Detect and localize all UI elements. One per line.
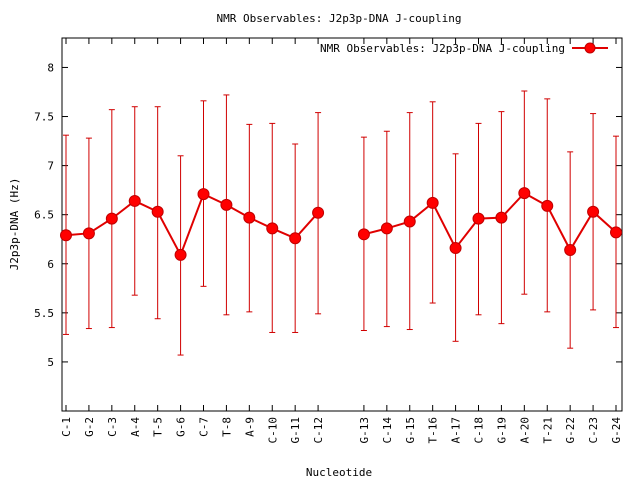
y-tick-label: 8 bbox=[47, 61, 54, 74]
chart-title: NMR Observables: J2p3p-DNA J-coupling bbox=[216, 12, 461, 25]
x-tick-label: C-1 bbox=[60, 417, 73, 437]
x-tick-label: C-10 bbox=[266, 417, 279, 444]
legend: NMR Observables: J2p3p-DNA J-coupling bbox=[320, 42, 608, 55]
data-point bbox=[357, 228, 370, 241]
x-tick-label: C-18 bbox=[473, 417, 486, 444]
x-axis: C-1 G-2 C-3 A-4 T-5 G-6 C-7 T-8 A-9 C-10 G-11 C-12 G… bbox=[60, 38, 623, 444]
legend-label: NMR Observables: J2p3p-DNA J-coupling bbox=[320, 42, 565, 55]
data-point bbox=[472, 212, 485, 225]
data-point bbox=[289, 232, 302, 245]
x-tick-label: C-3 bbox=[106, 417, 119, 437]
x-tick-label: A-9 bbox=[243, 417, 256, 437]
error-bars bbox=[63, 90, 619, 356]
data-point bbox=[312, 206, 325, 219]
y-axis-label: J2p3p-DNA (Hz) bbox=[8, 178, 21, 271]
y-axis: 5 5.5 6 6.5 7 7.5 8 bbox=[34, 61, 622, 369]
x-tick-label: G-11 bbox=[289, 417, 302, 444]
data-point bbox=[380, 222, 393, 235]
x-tick-label: G-19 bbox=[495, 417, 508, 444]
y-tick-label: 5.5 bbox=[34, 307, 54, 320]
data-point bbox=[266, 222, 279, 235]
data-point bbox=[128, 194, 141, 207]
data-point bbox=[105, 212, 118, 225]
series-line-segment bbox=[363, 191, 617, 253]
x-tick-label: C-7 bbox=[198, 417, 211, 437]
data-point bbox=[197, 188, 210, 201]
y-tick-label: 6 bbox=[47, 258, 54, 271]
data-point bbox=[220, 198, 233, 211]
x-tick-label: G-13 bbox=[358, 417, 371, 444]
data-point bbox=[495, 211, 508, 224]
y-tick-label: 7.5 bbox=[34, 111, 54, 124]
x-tick-label: T-21 bbox=[541, 417, 554, 444]
x-axis-label: Nucleotide bbox=[306, 466, 372, 479]
data-point bbox=[449, 242, 462, 255]
x-tick-label: C-12 bbox=[312, 417, 325, 444]
data-point bbox=[587, 205, 600, 218]
x-tick-label: G-24 bbox=[610, 417, 623, 444]
data-point bbox=[403, 215, 416, 228]
data-point bbox=[60, 229, 72, 242]
y-tick-label: 6.5 bbox=[34, 209, 54, 222]
x-tick-label: T-16 bbox=[427, 417, 440, 444]
x-tick-label: T-8 bbox=[220, 417, 233, 437]
data-point bbox=[426, 196, 439, 209]
series-line-segment bbox=[65, 192, 319, 258]
x-tick-label: G-22 bbox=[564, 417, 577, 444]
data-point bbox=[564, 244, 577, 257]
data-point bbox=[541, 199, 554, 212]
x-tick-label: A-20 bbox=[518, 417, 531, 444]
x-tick-label: T-5 bbox=[152, 417, 165, 437]
x-tick-label: A-17 bbox=[450, 417, 463, 444]
data-point bbox=[151, 205, 164, 218]
x-tick-label: A-4 bbox=[129, 417, 142, 437]
plot-frame bbox=[61, 37, 623, 412]
data-point bbox=[82, 227, 95, 240]
x-tick-label: G-6 bbox=[175, 417, 188, 437]
data-point bbox=[174, 248, 187, 261]
data-point bbox=[243, 211, 256, 224]
x-tick-label: C-14 bbox=[381, 417, 394, 444]
x-tick-label: C-23 bbox=[587, 417, 600, 444]
series-lines bbox=[65, 191, 617, 258]
x-tick-label: G-15 bbox=[404, 417, 417, 444]
x-tick-label: G-2 bbox=[83, 417, 96, 437]
data-point bbox=[518, 187, 531, 200]
legend-marker bbox=[584, 42, 596, 54]
data-points bbox=[60, 187, 622, 261]
y-tick-label: 7 bbox=[47, 160, 54, 173]
y-tick-label: 5 bbox=[47, 356, 54, 369]
data-point bbox=[610, 226, 622, 239]
